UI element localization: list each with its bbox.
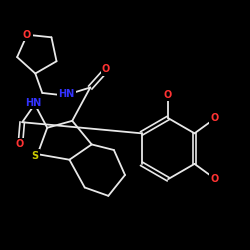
Text: O: O	[211, 174, 219, 184]
Text: O: O	[23, 30, 31, 40]
Text: O: O	[15, 140, 24, 149]
Text: HN: HN	[58, 90, 75, 100]
Text: O: O	[164, 90, 172, 100]
Text: O: O	[102, 64, 110, 74]
Text: S: S	[31, 150, 38, 160]
Text: HN: HN	[25, 98, 42, 108]
Text: O: O	[211, 113, 219, 123]
